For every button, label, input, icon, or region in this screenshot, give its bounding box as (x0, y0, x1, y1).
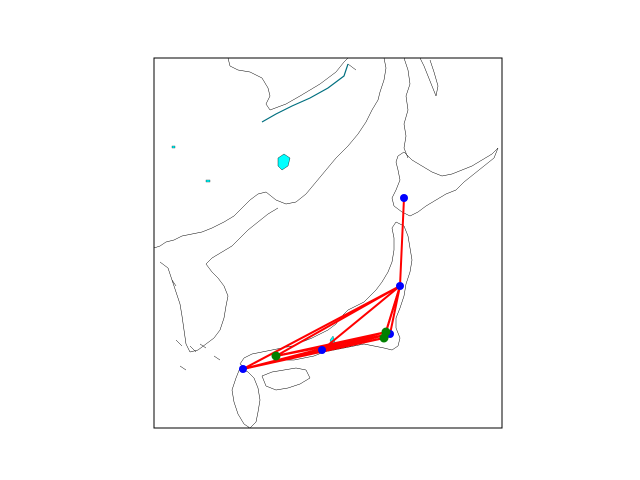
lake-small-2 (205, 179, 211, 183)
route-line-tokyo-hiroshima (275, 333, 391, 357)
map-frame (153, 57, 503, 429)
airport-marker-hiroshima (271, 351, 281, 361)
map-background (154, 58, 502, 428)
city-marker-sendai (396, 282, 404, 290)
city-marker-osaka (318, 346, 326, 354)
amur-river (261, 63, 349, 123)
route-line-sendai-hiroshima (275, 285, 401, 357)
city-marker-sapporo (400, 194, 408, 202)
markers-layer (239, 194, 408, 373)
airport-marker-yokohama (381, 327, 391, 337)
hokkaido-coast (391, 147, 499, 217)
kyushu-coast (231, 367, 261, 429)
lake-small-1 (171, 145, 176, 149)
route-line-sapporo-sendai (399, 197, 405, 287)
sakhalin-coast (403, 57, 439, 159)
lake-khanka (277, 153, 291, 171)
korea-islands (171, 279, 221, 371)
city-marker-fukuoka (239, 365, 247, 373)
route-line-tokyo_south-osaka (321, 337, 385, 351)
shikoku-coast (261, 367, 311, 391)
route-line-sendai-osaka (321, 285, 401, 351)
route-line-sendai-yokohama (385, 285, 401, 333)
coastlines (153, 57, 499, 429)
mainland-coast (153, 57, 387, 353)
